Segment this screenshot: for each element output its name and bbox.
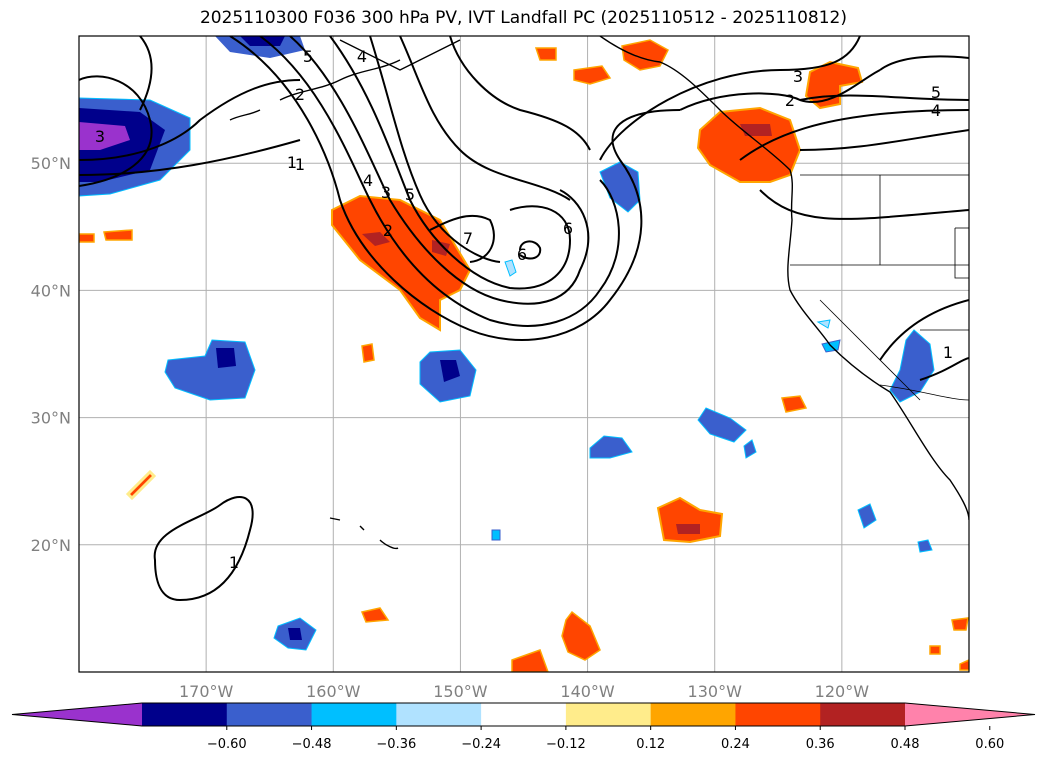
- colorbar-segment: [735, 703, 821, 726]
- shaded-regions: [79, 36, 969, 672]
- positive-anomaly-region: [511, 649, 549, 672]
- contour-label: 4: [357, 47, 367, 66]
- contour-label: 1: [229, 553, 239, 572]
- colorbar-extend-min: [12, 703, 142, 726]
- colorbar-extend-max: [905, 703, 1035, 726]
- contour-label: 6: [517, 245, 527, 264]
- contour-label: 3: [95, 127, 105, 146]
- latitude-tick-label: 20°N: [31, 536, 71, 555]
- contour-label: 5: [931, 83, 941, 102]
- positive-anomaly-region: [125, 469, 157, 501]
- negative-anomaly-region: [589, 435, 633, 459]
- colorbar-tick-label: 0.36: [806, 737, 835, 752]
- colorbar-tick-label: −0.36: [376, 737, 416, 752]
- positive-anomaly-region: [929, 645, 941, 655]
- colorbar-tick-label: 0.60: [975, 737, 1004, 752]
- contour-label: 5: [405, 185, 415, 204]
- negative-anomaly-region: [816, 319, 831, 329]
- positive-anomaly-region: [656, 496, 724, 544]
- colorbar-segment: [650, 703, 736, 726]
- map-frame: [78, 35, 970, 673]
- coastlines: [229, 36, 969, 550]
- colorbar-segment: [565, 703, 652, 726]
- positive-anomaly-region: [573, 65, 612, 85]
- longitude-tick-label: 160°W: [306, 682, 361, 701]
- positive-anomaly-region: [561, 610, 601, 661]
- colorbar-segment: [820, 703, 906, 726]
- contour-label: 4: [931, 101, 941, 120]
- contour-label: 2: [383, 221, 393, 240]
- positive-anomaly-region: [781, 395, 808, 413]
- positive-anomaly-region: [331, 194, 472, 332]
- latitude-labels: 50°N 40°N 30°N 20°N: [31, 154, 71, 555]
- colorbar-tick-label: 0.24: [721, 737, 750, 752]
- positive-anomaly-region: [621, 39, 669, 71]
- contour-label: 1: [295, 155, 305, 174]
- contour-label: 1: [943, 343, 953, 362]
- colorbar-segment: [481, 703, 567, 726]
- colorbar-tick-label: 0.48: [891, 737, 920, 752]
- positive-anomaly-region: [361, 343, 375, 363]
- negative-anomaly-region: [288, 628, 302, 640]
- positive-anomaly-region: [432, 240, 450, 256]
- longitude-tick-label: 130°W: [688, 682, 743, 701]
- contour-label: 3: [381, 183, 391, 202]
- pv-contours: [79, 36, 969, 602]
- latitude-tick-label: 50°N: [31, 154, 71, 173]
- colorbar-outline: [11, 702, 1036, 727]
- positive-anomaly-region: [103, 229, 133, 241]
- colorbar-segment: [396, 703, 482, 726]
- negative-anomaly-region: [491, 529, 501, 541]
- negative-anomaly-region: [440, 360, 460, 382]
- positive-anomaly-region: [79, 233, 95, 243]
- negative-anomaly-region: [79, 122, 130, 150]
- positive-anomaly-region: [360, 607, 390, 623]
- colorbar-tick-label: 0.12: [636, 737, 665, 752]
- positive-anomaly-region: [959, 659, 969, 671]
- negative-anomaly-region: [216, 348, 236, 368]
- latitude-tick-label: 40°N: [31, 281, 71, 300]
- contour-label: 5: [303, 47, 313, 66]
- colorbar-tick-label: −0.12: [546, 737, 586, 752]
- colorbar-tick-label: −0.48: [292, 737, 332, 752]
- negative-anomaly-region: [240, 36, 285, 46]
- contour-label: 3: [793, 67, 803, 86]
- contour-label: 1: [287, 153, 297, 172]
- colorbar: −0.60 −0.48 −0.36 −0.24 −0.12 0.12 0.24 0.36 0.4…: [11, 702, 1036, 752]
- negative-anomaly-region: [504, 259, 517, 277]
- latitude-tick-label: 30°N: [31, 409, 71, 428]
- negative-anomaly-region: [743, 439, 757, 459]
- negative-anomaly-region: [917, 539, 933, 553]
- positive-anomaly-region: [534, 47, 557, 61]
- longitude-labels: 170°W 160°W 150°W 140°W 130°W 120°W: [179, 682, 869, 701]
- positive-anomaly-region: [696, 106, 802, 183]
- colorbar-tick-label: −0.60: [207, 737, 247, 752]
- contour-label: 2: [785, 91, 795, 110]
- positive-anomaly-region: [740, 124, 772, 136]
- colorbar-segment: [226, 703, 313, 726]
- longitude-tick-label: 170°W: [179, 682, 234, 701]
- positive-anomaly-region: [676, 524, 700, 534]
- contour-label: 7: [463, 229, 473, 248]
- negative-anomaly-region: [697, 407, 747, 443]
- negative-anomaly-region: [857, 503, 877, 529]
- positive-anomaly-region: [951, 617, 969, 631]
- colorbar-segment: [142, 703, 228, 726]
- colorbar-tick-label: −0.24: [461, 737, 501, 752]
- longitude-tick-label: 120°W: [815, 682, 870, 701]
- longitude-tick-label: 140°W: [560, 682, 615, 701]
- contour-label: 6: [563, 219, 573, 238]
- positive-anomaly-region: [362, 232, 390, 246]
- colorbar-segment: [311, 703, 397, 726]
- map-title: 2025110300 F036 300 hPa PV, IVT Landfall…: [199, 8, 847, 28]
- contour-label: 2: [295, 85, 305, 104]
- contour-label: 4: [363, 171, 373, 190]
- longitude-tick-label: 150°W: [433, 682, 488, 701]
